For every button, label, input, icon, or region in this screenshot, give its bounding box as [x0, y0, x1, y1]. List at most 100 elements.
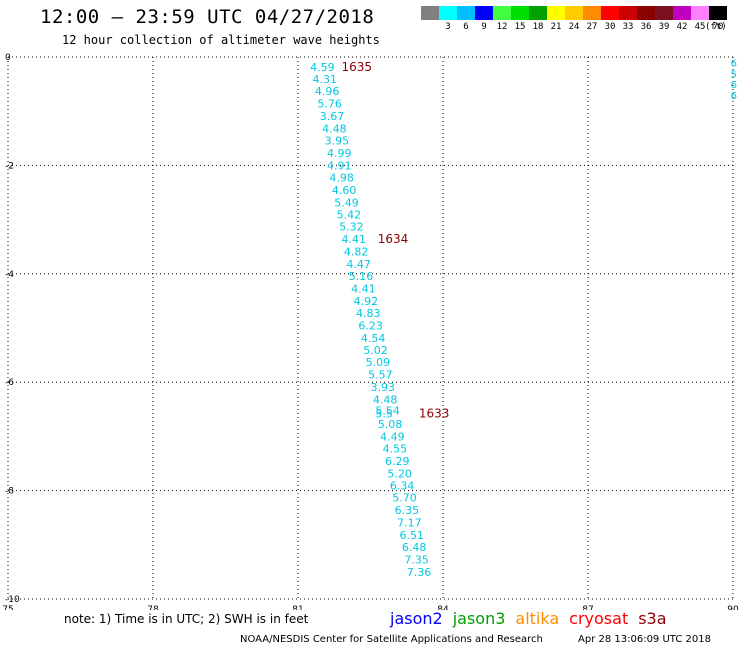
color-scale-swatch — [493, 6, 511, 20]
swh-value: 4.41 — [342, 233, 367, 246]
swh-value: 5.49 — [334, 196, 359, 209]
color-scale-swatch — [511, 6, 529, 20]
lat-tick-label: -8 — [5, 487, 14, 497]
swh-value: 4.96 — [315, 85, 340, 98]
color-scale-label: 42 — [676, 22, 688, 32]
swh-value: 5.16 — [349, 270, 374, 283]
swh-value: 7.17 — [397, 517, 422, 530]
time-label: 1635 — [342, 60, 373, 74]
swh-value: 5.08 — [378, 418, 403, 431]
swh-value: 4.92 — [354, 295, 379, 308]
color-scale-swatch — [655, 6, 673, 20]
swh-value: 4.60 — [332, 184, 357, 197]
lon-tick-label: 87 — [582, 605, 593, 610]
swh-value: 4.99 — [327, 147, 352, 160]
swh-value: 4.31 — [313, 73, 338, 86]
lon-tick-label: 78 — [147, 605, 159, 610]
chart-subtitle: 12 hour collection of altimeter wave hei… — [62, 33, 380, 47]
swh-value: 4.82 — [344, 246, 369, 259]
lon-tick-label: 81 — [292, 605, 303, 610]
color-scale-label: 36 — [640, 22, 652, 32]
color-scale-label: 27 — [586, 22, 598, 32]
color-scale-label: 33 — [622, 22, 634, 32]
color-scale-label: 21 — [550, 22, 562, 32]
swh-value: 4.91 — [327, 159, 352, 172]
color-scale-label: 70 — [712, 22, 724, 32]
swh-value: 5.09 — [366, 356, 391, 369]
color-scale-swatch — [457, 6, 475, 20]
color-scale-label: 6 — [463, 22, 469, 32]
time-label: 1634 — [378, 232, 409, 246]
swh-value: 3.93 — [371, 381, 396, 394]
swh-value: 5.54 — [375, 404, 400, 417]
color-scale: 3 6 9 12 15 18 21 24 27 30 33 36 39 42 45 70 (ft) — [421, 6, 727, 32]
color-scale-swatch — [637, 6, 655, 20]
legend-entry-cryosat: cryosat — [569, 609, 629, 628]
swh-value: 5.32 — [339, 221, 364, 234]
swh-value: 3.67 — [320, 110, 345, 123]
color-scale-swatch — [475, 6, 493, 20]
color-scale-swatch — [709, 6, 727, 20]
swh-value: 4.47 — [346, 258, 371, 271]
footer-note: note: 1) Time is in UTC; 2) SWH is in fe… — [64, 612, 309, 626]
swh-value: 6.34 — [390, 480, 415, 493]
color-scale-label: 30 — [604, 22, 616, 32]
lat-tick-label: -10 — [5, 595, 20, 605]
edge-swh-value: 6 — [731, 80, 737, 91]
chart-title: 12:00 – 23:59 UTC 04/27/2018 — [40, 6, 375, 28]
swh-value: 7.35 — [404, 553, 429, 566]
lon-tick-label: 75 — [2, 605, 13, 610]
color-scale-label: 12 — [496, 22, 508, 32]
swh-value: 4.83 — [356, 307, 381, 320]
color-scale-label: 24 — [568, 22, 580, 32]
swh-value: 4.48 — [322, 123, 347, 136]
swh-value: 6.51 — [400, 529, 425, 542]
color-scale-swatch — [601, 6, 619, 20]
swh-value: 3.95 — [325, 134, 350, 147]
color-scale-unit: (ft) — [705, 22, 727, 32]
legend-entry-altika: altika — [515, 609, 560, 628]
color-scale-label: 9 — [481, 22, 487, 32]
color-scale-swatches — [421, 6, 727, 20]
color-scale-swatch — [565, 6, 583, 20]
satellite-legend: jason2 jason3 altika cryosat s3a — [390, 609, 677, 628]
color-scale-labels: 3 6 9 12 15 18 21 24 27 30 33 36 39 42 45 70 — [421, 22, 740, 34]
color-scale-swatch — [673, 6, 691, 20]
swh-value: 6.48 — [402, 541, 427, 554]
map-plot: 75 78 81 84 87 90 0 -2 -4 -6 -8 -10 4.594.314.965.76… — [2, 53, 739, 610]
swh-value: 4.98 — [329, 171, 354, 184]
color-scale-label: 18 — [532, 22, 544, 32]
lat-tick-label: -2 — [5, 161, 14, 171]
color-scale-label: 15 — [514, 22, 526, 32]
swh-value: 6.29 — [385, 455, 410, 468]
swh-value: 7.36 — [407, 566, 432, 579]
color-scale-label: 3 — [445, 22, 451, 32]
footer-timestamp: Apr 28 13:06:09 UTC 2018 — [578, 634, 711, 645]
color-scale-swatch — [691, 6, 709, 20]
swh-value: 4.55 — [383, 442, 408, 455]
color-scale-label: 45 — [694, 22, 706, 32]
color-scale-label: 39 — [658, 22, 670, 32]
swh-value: 6.23 — [358, 319, 383, 332]
time-label: 1633 — [419, 407, 450, 421]
swh-value: 4.49 — [380, 430, 405, 443]
swh-value: 4.41 — [351, 282, 376, 295]
swh-value: 5.02 — [363, 344, 388, 357]
lon-tick-label: 84 — [437, 605, 449, 610]
swh-value: 6.35 — [395, 504, 420, 517]
edge-swh-value: 6 — [731, 58, 737, 69]
swh-value: 5.76 — [317, 98, 342, 111]
legend-entry-jason2: jason2 — [390, 609, 443, 628]
color-scale-swatch — [421, 6, 439, 20]
swh-value: 5.42 — [337, 209, 362, 222]
edge-swh-value: 5 — [731, 69, 737, 80]
color-scale-swatch — [619, 6, 637, 20]
color-scale-swatch — [439, 6, 457, 20]
swh-value: 5.5 — [375, 408, 393, 421]
lon-tick-label: 90 — [727, 605, 739, 610]
edge-swh-value: 6 — [731, 91, 737, 102]
color-scale-swatch — [547, 6, 565, 20]
swh-value: 5.70 — [392, 492, 417, 505]
swh-value: 4.54 — [361, 332, 386, 345]
swh-value: 5.57 — [368, 369, 393, 382]
